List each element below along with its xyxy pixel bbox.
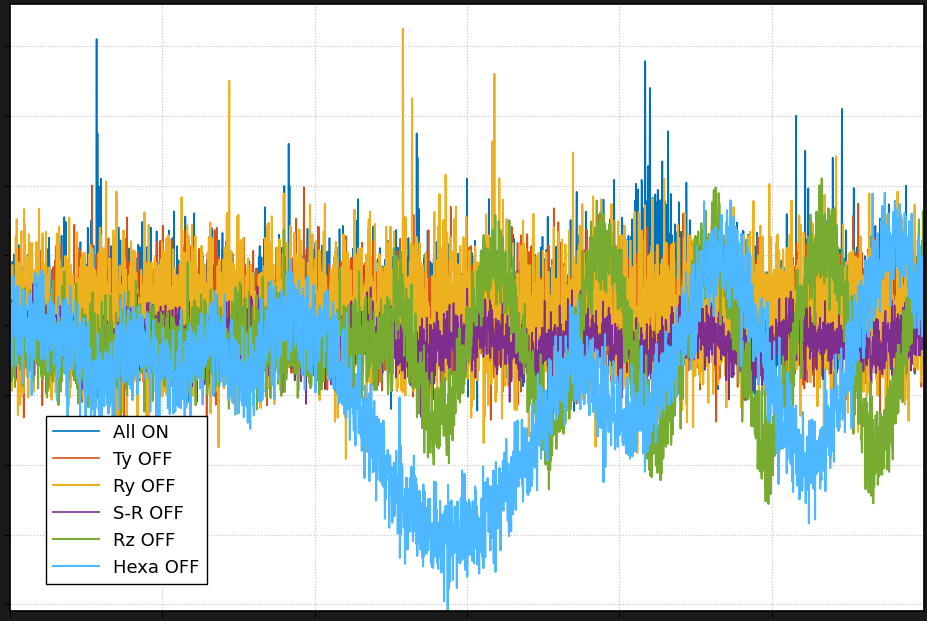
All ON bbox=[918, 299, 927, 307]
S-R OFF bbox=[108, 351, 120, 358]
S-R OFF bbox=[802, 330, 813, 337]
All ON bbox=[4, 335, 15, 342]
Rz OFF bbox=[108, 340, 120, 347]
Hexa OFF bbox=[108, 337, 120, 345]
S-R OFF bbox=[415, 414, 426, 421]
Hexa OFF bbox=[801, 474, 812, 481]
All ON bbox=[802, 270, 813, 277]
Ty OFF bbox=[163, 273, 174, 280]
Rz OFF bbox=[815, 175, 826, 182]
All ON bbox=[163, 318, 174, 325]
Hexa OFF bbox=[4, 338, 15, 345]
Ry OFF bbox=[108, 371, 120, 379]
Line: Ry OFF: Ry OFF bbox=[9, 29, 923, 459]
S-R OFF bbox=[918, 325, 927, 333]
Ry OFF bbox=[900, 296, 911, 303]
S-R OFF bbox=[4, 343, 15, 351]
Ty OFF bbox=[86, 182, 97, 189]
Ry OFF bbox=[802, 365, 813, 373]
Ty OFF bbox=[395, 304, 406, 311]
Legend: All ON, Ty OFF, Ry OFF, S-R OFF, Rz OFF, Hexa OFF: All ON, Ty OFF, Ry OFF, S-R OFF, Rz OFF,… bbox=[46, 417, 207, 584]
Rz OFF bbox=[394, 312, 405, 320]
Ty OFF bbox=[201, 431, 212, 438]
Hexa OFF bbox=[394, 554, 405, 561]
Hexa OFF bbox=[441, 606, 452, 614]
Ry OFF bbox=[918, 300, 927, 307]
All ON bbox=[91, 35, 102, 43]
Rz OFF bbox=[4, 381, 15, 388]
Rz OFF bbox=[918, 252, 927, 259]
Line: Rz OFF: Rz OFF bbox=[9, 178, 923, 504]
All ON bbox=[394, 369, 405, 377]
S-R OFF bbox=[355, 342, 366, 349]
Line: S-R OFF: S-R OFF bbox=[9, 283, 923, 417]
Rz OFF bbox=[801, 281, 812, 288]
Rz OFF bbox=[762, 501, 773, 508]
Ry OFF bbox=[340, 455, 351, 463]
All ON bbox=[448, 414, 459, 421]
Ty OFF bbox=[802, 255, 813, 263]
Rz OFF bbox=[900, 370, 911, 378]
Hexa OFF bbox=[162, 348, 173, 356]
All ON bbox=[900, 304, 911, 311]
Line: All ON: All ON bbox=[9, 39, 923, 417]
Ry OFF bbox=[394, 255, 405, 262]
Hexa OFF bbox=[918, 273, 927, 281]
Ry OFF bbox=[355, 312, 366, 320]
Line: Ty OFF: Ty OFF bbox=[9, 186, 923, 435]
Hexa OFF bbox=[878, 189, 889, 196]
Ty OFF bbox=[108, 288, 120, 295]
Rz OFF bbox=[354, 374, 365, 382]
Line: Hexa OFF: Hexa OFF bbox=[9, 193, 923, 610]
Hexa OFF bbox=[900, 233, 911, 240]
S-R OFF bbox=[394, 344, 405, 351]
All ON bbox=[108, 260, 120, 267]
Ry OFF bbox=[4, 231, 15, 238]
Ry OFF bbox=[162, 366, 173, 373]
Ty OFF bbox=[355, 352, 366, 360]
Rz OFF bbox=[162, 329, 173, 336]
All ON bbox=[355, 281, 366, 289]
S-R OFF bbox=[900, 334, 911, 342]
S-R OFF bbox=[31, 279, 42, 287]
Hexa OFF bbox=[354, 401, 365, 408]
Ty OFF bbox=[900, 375, 911, 383]
S-R OFF bbox=[163, 338, 174, 345]
Ry OFF bbox=[397, 25, 408, 32]
Ty OFF bbox=[918, 243, 927, 251]
Ty OFF bbox=[4, 247, 15, 255]
